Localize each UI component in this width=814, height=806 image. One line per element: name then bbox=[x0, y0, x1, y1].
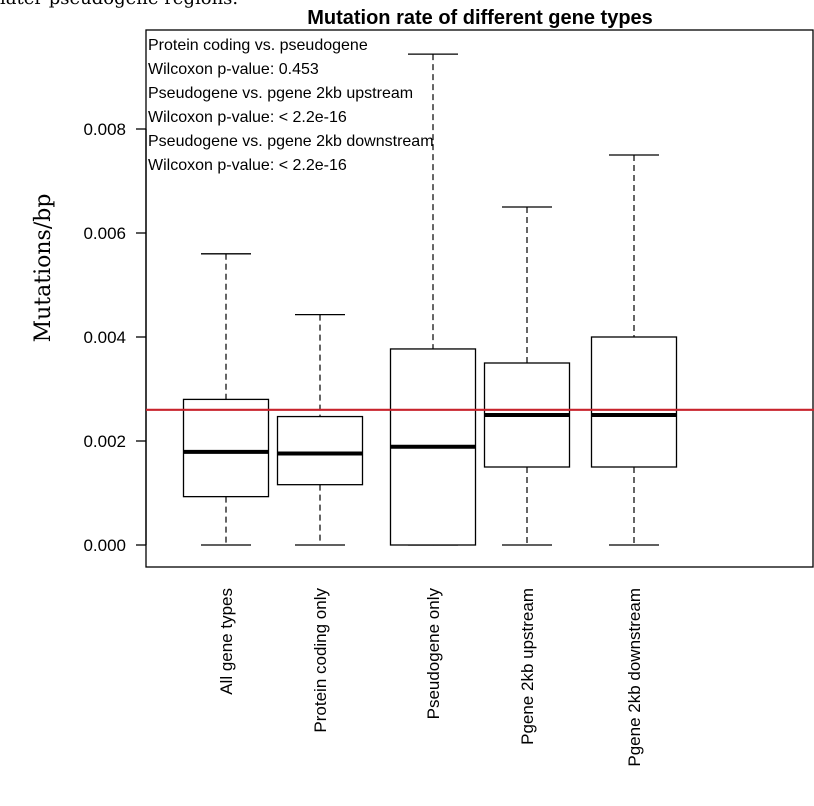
annotation-line: Wilcoxon p-value: 0.453 bbox=[148, 61, 319, 78]
y-axis-title: Mutations/bp bbox=[31, 194, 56, 343]
y-tick-label: 0.000 bbox=[83, 536, 126, 555]
x-axis-labels: All gene types Protein coding only Pseudog… bbox=[217, 588, 644, 767]
x-tick-label: All gene types bbox=[217, 588, 236, 695]
y-axis: 0.000 0.002 0.004 0.006 0.008 bbox=[83, 120, 147, 555]
box-5 bbox=[590, 154, 678, 546]
y-tick-label: 0.004 bbox=[83, 328, 126, 347]
boxes-group bbox=[182, 53, 678, 546]
annotation-line: Pseudogene vs. pgene 2kb upstream bbox=[148, 85, 413, 102]
box-4 bbox=[483, 206, 571, 546]
iqr-box bbox=[276, 415, 364, 486]
x-tick-label: Pgene 2kb upstream bbox=[518, 588, 537, 745]
y-tick-label: 0.008 bbox=[83, 120, 126, 139]
box-2 bbox=[276, 313, 364, 546]
x-tick-label: Pgene 2kb downstream bbox=[625, 588, 644, 767]
page-caption: later pseudogene regions. bbox=[0, 0, 238, 9]
chart-title: Mutation rate of different gene types bbox=[307, 7, 653, 29]
y-tick-label: 0.006 bbox=[83, 224, 126, 243]
annotation-block: Protein coding vs. pseudogene Wilcoxon p-… bbox=[148, 37, 434, 174]
box-3 bbox=[389, 53, 477, 546]
annotation-line: Wilcoxon p-value: < 2.2e-16 bbox=[148, 157, 347, 174]
box-1 bbox=[182, 253, 270, 546]
x-tick-label: Pseudogene only bbox=[424, 588, 443, 720]
annotation-line: Pseudogene vs. pgene 2kb downstream bbox=[148, 133, 434, 150]
y-tick-label: 0.002 bbox=[83, 432, 126, 451]
annotation-line: Wilcoxon p-value: < 2.2e-16 bbox=[148, 109, 347, 126]
annotation-line: Protein coding vs. pseudogene bbox=[148, 37, 368, 54]
iqr-box bbox=[182, 398, 270, 498]
iqr-box bbox=[590, 336, 678, 468]
x-tick-label: Protein coding only bbox=[311, 588, 330, 733]
